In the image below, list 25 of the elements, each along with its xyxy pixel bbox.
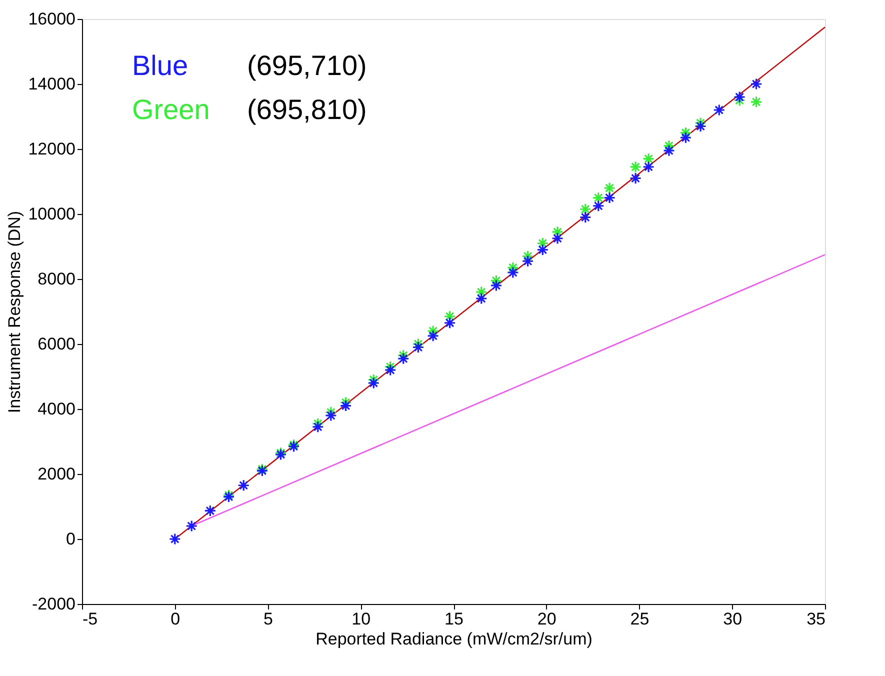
y-tick-label: 4000 — [38, 400, 76, 418]
x-tick-label: 25 — [630, 610, 650, 628]
x-tick-label: 30 — [723, 610, 742, 628]
x-tick-label: 10 — [352, 610, 371, 628]
y-tick-label: 6000 — [38, 334, 76, 354]
x-axis-title: Reported Radiance (mW/cm2/sr/um) — [316, 630, 592, 648]
y-tick-label: 16000 — [28, 10, 76, 28]
x-tick-label: 5 — [264, 610, 273, 628]
text: Green — [132, 94, 210, 125]
y-axis-title: Instrument Response (DN) — [5, 210, 24, 414]
y-tick-label: -2000 — [32, 594, 76, 614]
y-tick-label: 0 — [66, 530, 76, 548]
annotation: (695,710) — [247, 50, 367, 81]
x-tick-label: 0 — [170, 610, 180, 628]
text: Blue — [132, 50, 188, 81]
annotation: (695,810) — [247, 94, 367, 125]
y-tick-label: 10000 — [28, 204, 76, 224]
y-tick-label: 8000 — [38, 270, 76, 288]
x-tick-label: -5 — [82, 610, 98, 628]
x-tick-label: 20 — [537, 610, 556, 628]
x-tick-label: 35 — [806, 610, 826, 628]
y-tick-label: 2000 — [38, 464, 76, 484]
x-tick-label: 15 — [444, 610, 464, 628]
y-tick-label: 14000 — [28, 74, 76, 94]
y-tick-label: 12000 — [28, 140, 76, 158]
